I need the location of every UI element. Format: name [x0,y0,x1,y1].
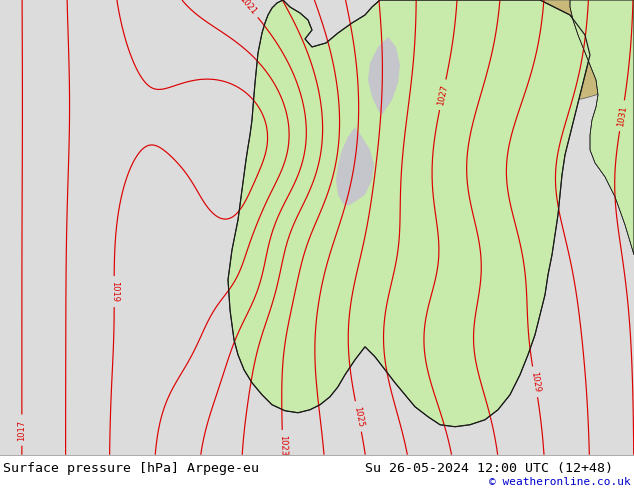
Text: 1021: 1021 [238,0,258,16]
Polygon shape [570,0,634,255]
Text: 1025: 1025 [352,405,365,428]
Text: Su 26-05-2024 12:00 UTC (12+48): Su 26-05-2024 12:00 UTC (12+48) [365,462,612,475]
Polygon shape [368,37,400,115]
Text: 1019: 1019 [110,281,119,302]
Polygon shape [228,0,590,427]
Text: 1027: 1027 [436,83,450,106]
Text: 1023: 1023 [278,435,287,456]
Text: © weatheronline.co.uk: © weatheronline.co.uk [489,477,631,487]
Text: 1029: 1029 [529,371,541,393]
Polygon shape [490,0,634,99]
Text: Surface pressure [hPa] Arpege-eu: Surface pressure [hPa] Arpege-eu [3,462,259,475]
Polygon shape [336,127,374,205]
Text: 1017: 1017 [17,419,27,441]
Text: 1031: 1031 [616,104,628,127]
